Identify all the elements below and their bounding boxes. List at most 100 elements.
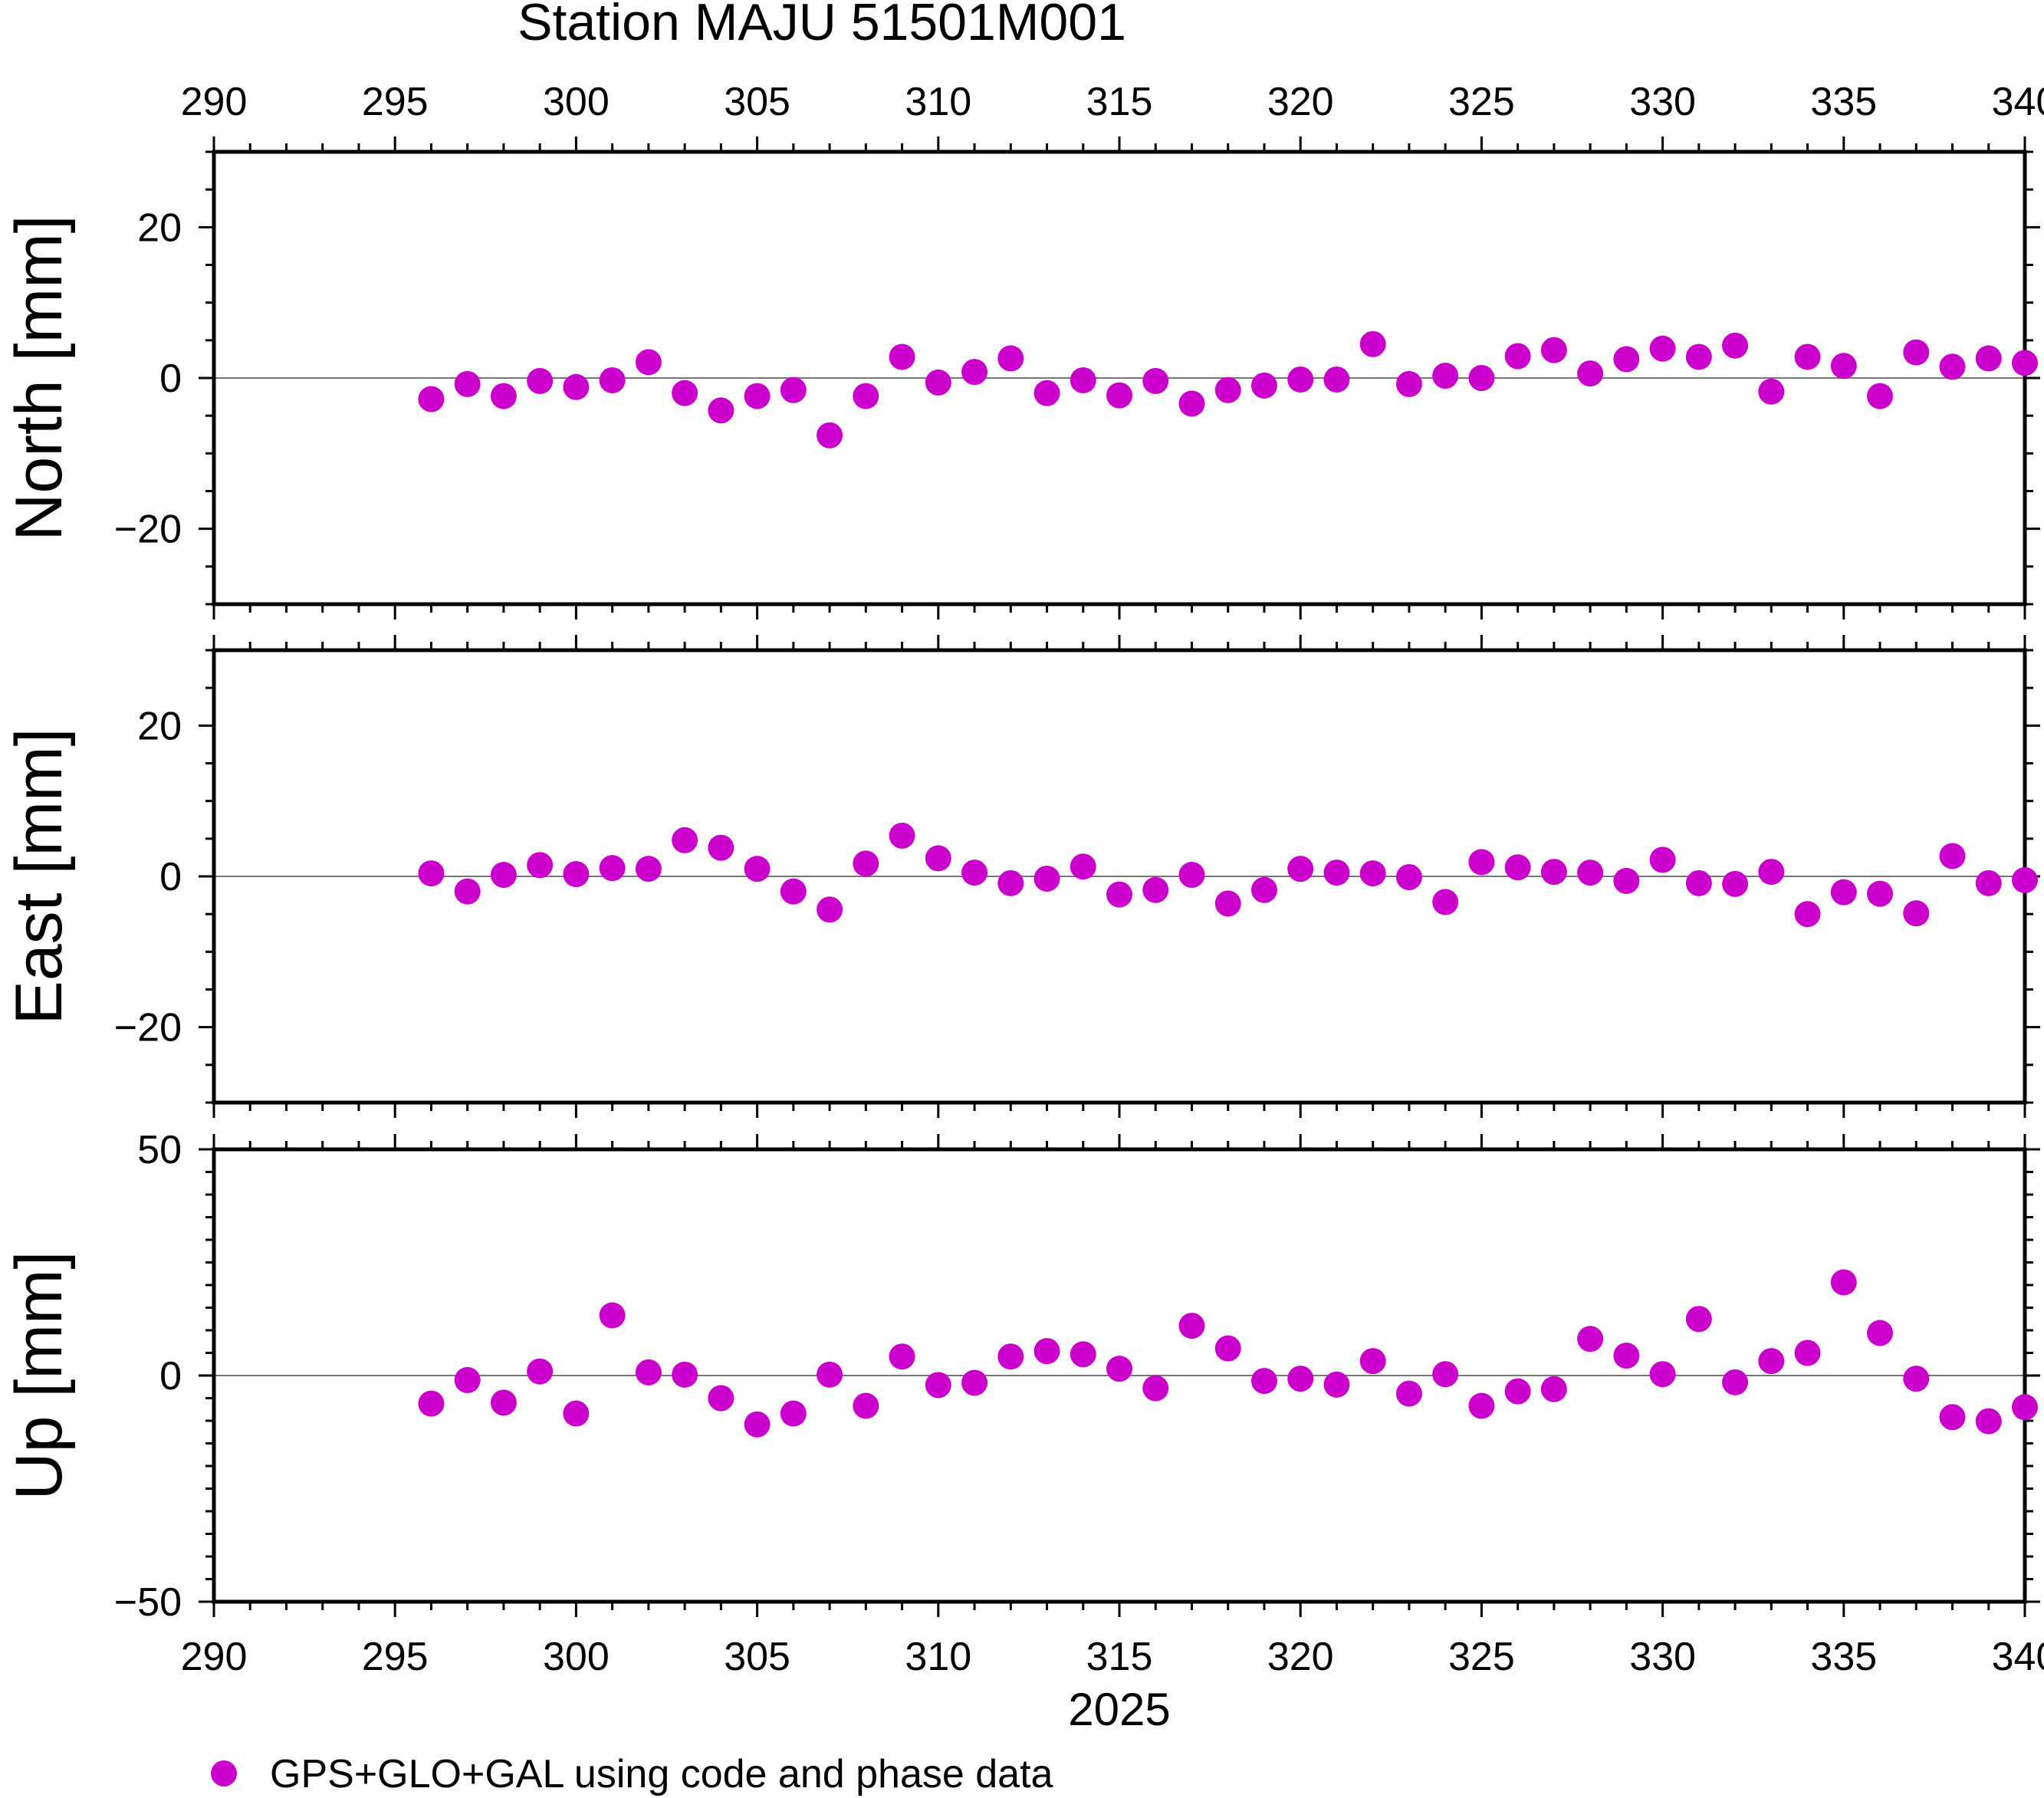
data-point: [1142, 876, 1169, 903]
data-point: [1758, 1348, 1785, 1375]
y-axis-label: East [mm]: [2, 728, 76, 1024]
y-tick-label: 20: [137, 205, 182, 250]
data-point: [599, 367, 626, 393]
x-tick-label-top: 325: [1448, 80, 1515, 124]
data-point: [1468, 1392, 1495, 1419]
data-point: [744, 383, 771, 409]
y-tick-label: 50: [137, 1128, 182, 1172]
data-point: [961, 860, 988, 886]
y-tick-label: 20: [137, 704, 182, 748]
data-point: [1142, 1375, 1169, 1402]
data-point: [1468, 365, 1495, 391]
data-point: [1794, 1339, 1821, 1366]
data-point: [2012, 866, 2038, 893]
data-point: [997, 869, 1024, 896]
data-point: [1939, 353, 1966, 380]
x-tick-label-bottom: 290: [181, 1635, 248, 1679]
data-point: [672, 380, 698, 406]
x-tick-label-bottom: 315: [1086, 1635, 1153, 1679]
x-tick-label-top: 340: [1992, 80, 2044, 124]
y-tick-label: 0: [159, 357, 182, 401]
series-points: [418, 330, 2038, 449]
y-tick-label: 0: [159, 1354, 182, 1399]
data-point: [1142, 367, 1169, 394]
y-tick-label: −50: [114, 1580, 182, 1625]
data-point: [1250, 876, 1277, 903]
data-point: [1613, 346, 1640, 373]
data-point: [708, 1385, 734, 1412]
bottom-x-axis: 290 295 300 305 310 315 320 325 330 335 340: [181, 1635, 2044, 1679]
panel-up: −50 0 50 Up [mm]: [2, 1128, 2040, 1625]
data-point: [490, 862, 517, 889]
data-point: [1070, 1341, 1096, 1368]
data-point: [1106, 1356, 1132, 1382]
data-point: [708, 397, 734, 424]
data-point: [1540, 337, 1567, 363]
data-point: [1722, 1369, 1749, 1395]
data-point: [853, 850, 879, 877]
data-point: [454, 370, 481, 397]
data-point: [1178, 390, 1205, 417]
data-point: [1830, 879, 1857, 906]
y-tick-label: 0: [159, 855, 182, 899]
data-point: [1034, 1338, 1060, 1365]
data-point: [527, 1358, 554, 1385]
data-point: [780, 1400, 807, 1427]
data-point: [2012, 350, 2038, 376]
data-point: [853, 383, 879, 409]
top-x-axis: 290 295 300 305 310 315 320 325 330 335 340: [181, 80, 2044, 124]
y-axis-label: Up [mm]: [2, 1251, 76, 1501]
data-point: [817, 422, 843, 449]
data-point: [1903, 1366, 1930, 1392]
data-point: [1649, 335, 1676, 362]
data-point: [1939, 843, 1966, 869]
legend-marker: [211, 1760, 237, 1786]
x-tick-label-bottom: 295: [362, 1635, 429, 1679]
data-point: [1867, 383, 1894, 409]
data-point: [961, 1369, 988, 1396]
data-point: [744, 1411, 771, 1438]
data-point: [997, 1343, 1024, 1370]
y-axis-label: North [mm]: [2, 215, 76, 541]
data-point: [1903, 339, 1930, 366]
data-point: [1975, 869, 2002, 896]
data-point: [1395, 370, 1422, 397]
data-point: [1214, 1335, 1241, 1362]
data-point: [997, 345, 1024, 372]
data-point: [454, 878, 481, 905]
plot-panels: −20 0 20 North [mm] −20 0 20 East [mm] −50 0 50 Up …: [2, 136, 2040, 1625]
data-point: [780, 878, 807, 905]
data-point: [490, 383, 517, 409]
data-point: [1468, 849, 1495, 876]
data-point: [1034, 865, 1060, 892]
x-tick-label-top: 300: [543, 80, 610, 124]
data-point: [1649, 846, 1676, 873]
data-point: [1577, 360, 1604, 387]
data-point: [1939, 1404, 1966, 1431]
data-point: [853, 1392, 879, 1419]
legend: GPS+GLO+GAL using code and phase data: [211, 1752, 1053, 1796]
data-point: [889, 822, 915, 849]
data-point: [1287, 1366, 1314, 1392]
data-point: [1867, 880, 1894, 907]
data-point: [527, 367, 554, 394]
x-tick-label-top: 310: [905, 80, 971, 124]
legend-label: GPS+GLO+GAL using code and phase data: [270, 1752, 1053, 1796]
data-point: [1034, 380, 1060, 406]
data-point: [1722, 332, 1749, 359]
data-point: [780, 376, 807, 403]
data-point: [1214, 890, 1241, 917]
data-point: [599, 855, 626, 882]
data-point: [1070, 367, 1096, 393]
data-point: [1432, 889, 1459, 915]
data-point: [1830, 353, 1857, 380]
data-point: [1395, 1380, 1422, 1407]
data-point: [1432, 363, 1459, 390]
x-tick-label-bottom: 325: [1448, 1635, 1515, 1679]
data-point: [817, 896, 843, 923]
data-point: [708, 834, 734, 861]
data-point: [1758, 378, 1785, 405]
data-point: [1070, 853, 1096, 880]
data-point: [1359, 1348, 1386, 1375]
